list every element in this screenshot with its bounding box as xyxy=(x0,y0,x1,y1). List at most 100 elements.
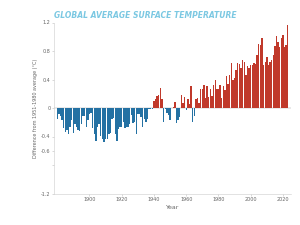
Bar xyxy=(115,108,116,134)
Bar xyxy=(256,55,258,108)
Bar xyxy=(121,108,122,127)
Bar xyxy=(263,65,264,108)
Bar xyxy=(250,65,251,108)
Bar xyxy=(221,98,222,108)
Bar xyxy=(282,35,284,108)
Bar xyxy=(237,63,238,108)
Bar xyxy=(152,108,153,109)
Text: GLOBAL AVERAGE SURFACE TEMPERATURE: GLOBAL AVERAGE SURFACE TEMPERATURE xyxy=(54,11,237,20)
Bar xyxy=(234,78,235,108)
Bar xyxy=(200,89,201,108)
Bar xyxy=(126,108,127,126)
Bar xyxy=(61,108,63,120)
Bar xyxy=(97,108,98,126)
Bar xyxy=(131,108,132,115)
Bar xyxy=(205,98,206,108)
Bar xyxy=(182,103,184,108)
Bar xyxy=(287,25,289,108)
Bar xyxy=(274,46,276,108)
Bar xyxy=(79,108,80,131)
Bar xyxy=(116,108,118,141)
Bar xyxy=(74,108,76,124)
Bar xyxy=(226,76,227,108)
Bar xyxy=(187,99,188,108)
Bar xyxy=(266,57,268,108)
Bar xyxy=(139,108,140,114)
Bar xyxy=(102,108,103,139)
Bar xyxy=(123,108,124,122)
Bar xyxy=(278,43,279,108)
Bar xyxy=(280,38,282,108)
Bar xyxy=(98,108,100,124)
Bar xyxy=(197,98,198,108)
Bar xyxy=(244,62,245,108)
Bar xyxy=(269,62,271,108)
Bar xyxy=(181,95,182,108)
Bar xyxy=(132,108,134,123)
Bar xyxy=(66,108,68,130)
Bar xyxy=(239,64,240,108)
Bar xyxy=(64,108,66,131)
Bar xyxy=(136,108,137,134)
Bar xyxy=(260,45,261,108)
Bar xyxy=(190,86,192,108)
Bar xyxy=(77,108,79,130)
Bar xyxy=(155,99,156,108)
Bar xyxy=(147,108,148,119)
Bar xyxy=(252,65,253,108)
Bar xyxy=(179,108,180,117)
Bar xyxy=(203,85,205,108)
Bar xyxy=(110,108,111,133)
Bar xyxy=(202,90,203,108)
Bar xyxy=(94,108,95,134)
Bar xyxy=(168,108,169,115)
Bar xyxy=(113,108,114,118)
Bar xyxy=(82,108,84,116)
Bar xyxy=(89,108,90,114)
Bar xyxy=(223,86,224,108)
Bar xyxy=(92,108,93,128)
Bar xyxy=(248,68,250,108)
Bar xyxy=(153,101,154,108)
Bar xyxy=(178,108,179,120)
Bar xyxy=(185,108,187,110)
Bar xyxy=(60,108,61,116)
Bar xyxy=(150,108,152,109)
Bar xyxy=(95,108,97,142)
Bar xyxy=(69,108,71,127)
X-axis label: Year: Year xyxy=(166,205,179,210)
Bar xyxy=(145,108,147,122)
Bar xyxy=(242,60,243,108)
Bar xyxy=(128,108,129,127)
Bar xyxy=(206,86,208,108)
Bar xyxy=(271,60,272,108)
Bar xyxy=(165,108,166,109)
Bar xyxy=(63,108,64,128)
Bar xyxy=(198,103,200,108)
Bar xyxy=(245,75,247,108)
Bar xyxy=(76,108,77,127)
Bar xyxy=(216,89,217,108)
Bar xyxy=(268,65,269,108)
Bar xyxy=(236,70,237,108)
Bar xyxy=(214,79,216,108)
Bar xyxy=(161,99,163,108)
Bar xyxy=(85,108,87,127)
Bar xyxy=(231,63,232,108)
Bar xyxy=(103,108,105,142)
Bar xyxy=(140,108,142,117)
Bar xyxy=(219,85,221,108)
Bar xyxy=(163,108,164,122)
Bar xyxy=(240,68,242,108)
Bar xyxy=(194,108,195,116)
Bar xyxy=(68,108,69,134)
Bar xyxy=(142,108,143,127)
Bar xyxy=(258,44,260,108)
Bar xyxy=(172,107,174,108)
Bar xyxy=(208,97,209,108)
Bar xyxy=(174,102,175,108)
Bar xyxy=(118,108,119,129)
Bar xyxy=(253,63,255,108)
Bar xyxy=(100,108,101,136)
Bar xyxy=(58,108,59,114)
